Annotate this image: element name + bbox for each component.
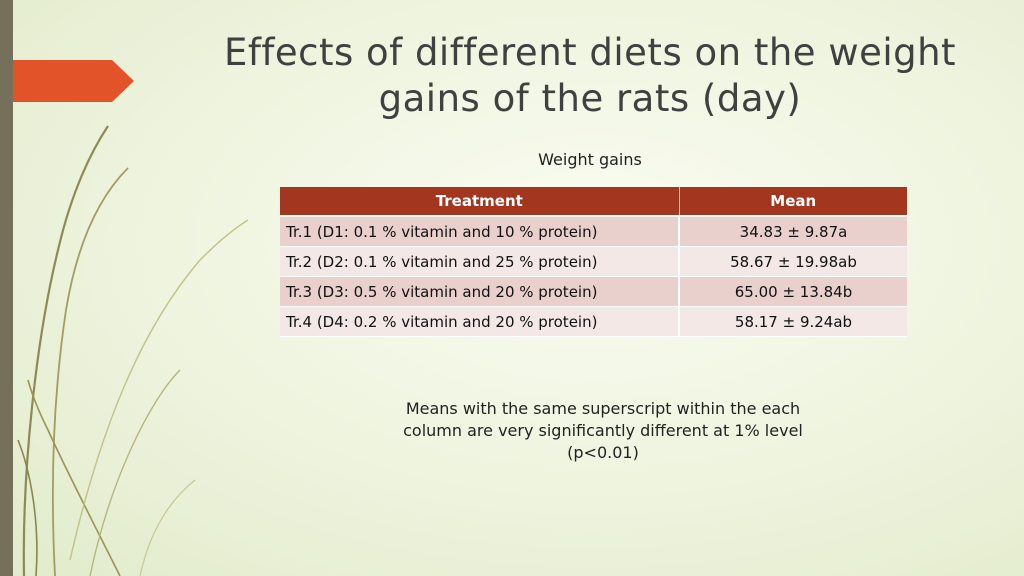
left-sidebar-bar (0, 0, 13, 576)
note-line-1: Means with the same superscript within t… (405, 399, 801, 418)
note-line-3: (p<0.01) (567, 443, 639, 462)
treatment-cell: Tr.2 (D2: 0.1 % vitamin and 25 % protein… (280, 246, 680, 277)
mean-cell: 58.67 ± 19.98ab (679, 246, 907, 277)
table-row: Tr.1 (D1: 0.1 % vitamin and 10 % protein… (280, 216, 907, 247)
treatment-cell: Tr.4 (D4: 0.2 % vitamin and 20 % protein… (280, 306, 680, 337)
table-caption: Weight gains (538, 150, 642, 169)
mean-cell: 65.00 ± 13.84b (679, 276, 907, 307)
column-header-mean: Mean (679, 187, 907, 217)
grass-stroke (89, 369, 181, 576)
table-row: Tr.2 (D2: 0.1 % vitamin and 25 % protein… (280, 246, 907, 277)
slide-title-line-2: gains of the rats (day) (378, 77, 802, 120)
significance-note: Means with the same superscript within t… (368, 398, 838, 464)
grass-stroke (17, 439, 38, 576)
grass-stroke (27, 379, 121, 576)
slide-title: Effects of different diets on the weight… (210, 30, 970, 122)
table-row: Tr.3 (D3: 0.5 % vitamin and 20 % protein… (280, 276, 907, 307)
grass-stroke (69, 219, 249, 561)
table-row: Tr.4 (D4: 0.2 % vitamin and 20 % protein… (280, 306, 907, 337)
arrow-flag-icon (13, 60, 134, 102)
slide-title-line-1: Effects of different diets on the weight (223, 31, 957, 74)
grass-stroke (139, 479, 196, 576)
mean-cell: 58.17 ± 9.24ab (679, 306, 907, 337)
table-header-row: Treatment Mean (280, 187, 907, 217)
note-line-2: column are very significantly different … (403, 421, 803, 440)
grass-stroke (51, 167, 129, 576)
column-header-treatment: Treatment (280, 187, 680, 217)
mean-cell: 34.83 ± 9.87a (679, 216, 907, 247)
weight-gains-table: Treatment Mean Tr.1 (D1: 0.1 % vitamin a… (280, 187, 907, 337)
treatment-cell: Tr.3 (D3: 0.5 % vitamin and 20 % protein… (280, 276, 680, 307)
treatment-cell: Tr.1 (D1: 0.1 % vitamin and 10 % protein… (280, 216, 680, 247)
grass-stroke (22, 125, 109, 576)
